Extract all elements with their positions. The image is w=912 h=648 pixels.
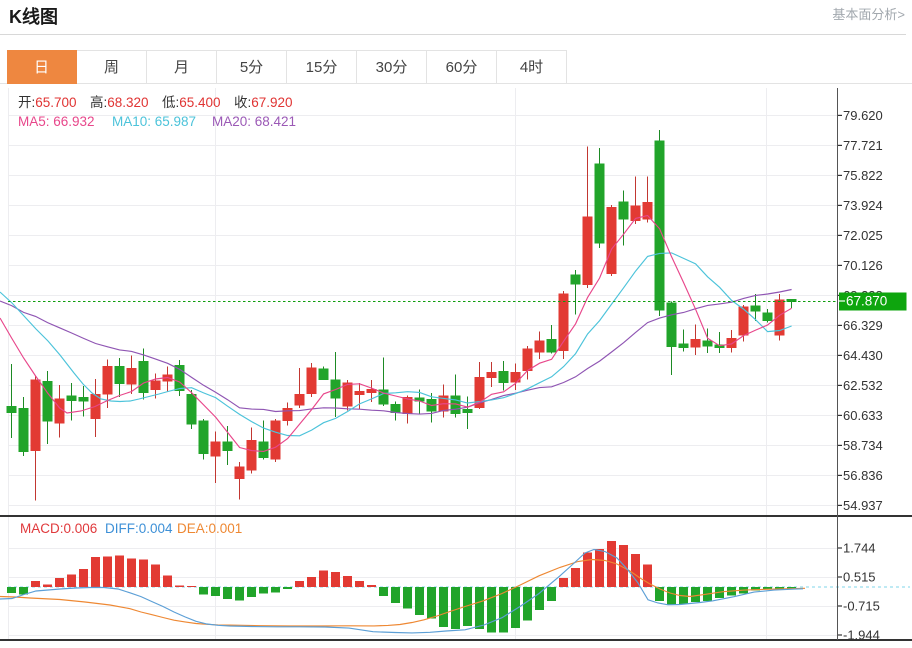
svg-text:高:68.320: 高:68.320 xyxy=(90,94,149,110)
svg-text:60.633: 60.633 xyxy=(843,408,883,423)
svg-text:79.620: 79.620 xyxy=(843,108,883,123)
svg-text:58.734: 58.734 xyxy=(843,438,883,453)
svg-text:-1.944: -1.944 xyxy=(843,628,880,643)
svg-text:67.870: 67.870 xyxy=(846,294,887,309)
svg-text:MA10: 65.987: MA10: 65.987 xyxy=(112,114,196,129)
svg-text:MACD:0.006: MACD:0.006 xyxy=(20,521,97,536)
svg-text:低:65.400: 低:65.400 xyxy=(162,95,221,110)
svg-text:-0.715: -0.715 xyxy=(843,599,880,614)
svg-text:1.744: 1.744 xyxy=(843,541,876,556)
svg-text:MA20: 68.421: MA20: 68.421 xyxy=(212,114,296,129)
svg-text:66.329: 66.329 xyxy=(843,318,883,333)
svg-text:0.515: 0.515 xyxy=(843,570,876,585)
svg-text:收:67.920: 收:67.920 xyxy=(234,95,293,110)
svg-text:64.430: 64.430 xyxy=(843,348,883,363)
svg-text:75.822: 75.822 xyxy=(843,168,883,183)
svg-text:72.025: 72.025 xyxy=(843,228,883,243)
svg-text:54.937: 54.937 xyxy=(843,498,883,513)
svg-text:77.721: 77.721 xyxy=(843,138,883,153)
svg-text:DIFF:0.004: DIFF:0.004 xyxy=(105,521,173,536)
svg-text:MA5: 66.932: MA5: 66.932 xyxy=(18,114,95,129)
svg-text:DEA:0.001: DEA:0.001 xyxy=(177,521,242,536)
svg-text:开:65.700: 开:65.700 xyxy=(18,95,77,110)
svg-text:62.532: 62.532 xyxy=(843,378,883,393)
svg-text:73.924: 73.924 xyxy=(843,198,883,213)
svg-text:70.126: 70.126 xyxy=(843,258,883,273)
svg-text:56.836: 56.836 xyxy=(843,468,883,483)
